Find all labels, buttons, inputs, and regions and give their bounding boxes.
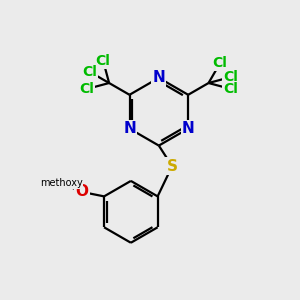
Text: S: S [167,159,178,174]
Text: methoxy: methoxy [40,178,83,188]
Text: Cl: Cl [96,54,111,68]
Text: Cl: Cl [82,64,97,79]
Text: N: N [182,121,194,136]
Text: O: O [76,184,88,200]
Text: Cl: Cl [223,82,238,96]
Text: Cl: Cl [80,82,94,96]
Text: N: N [152,70,165,86]
Text: N: N [123,121,136,136]
Text: Cl: Cl [213,56,227,70]
Text: Cl: Cl [223,70,238,84]
